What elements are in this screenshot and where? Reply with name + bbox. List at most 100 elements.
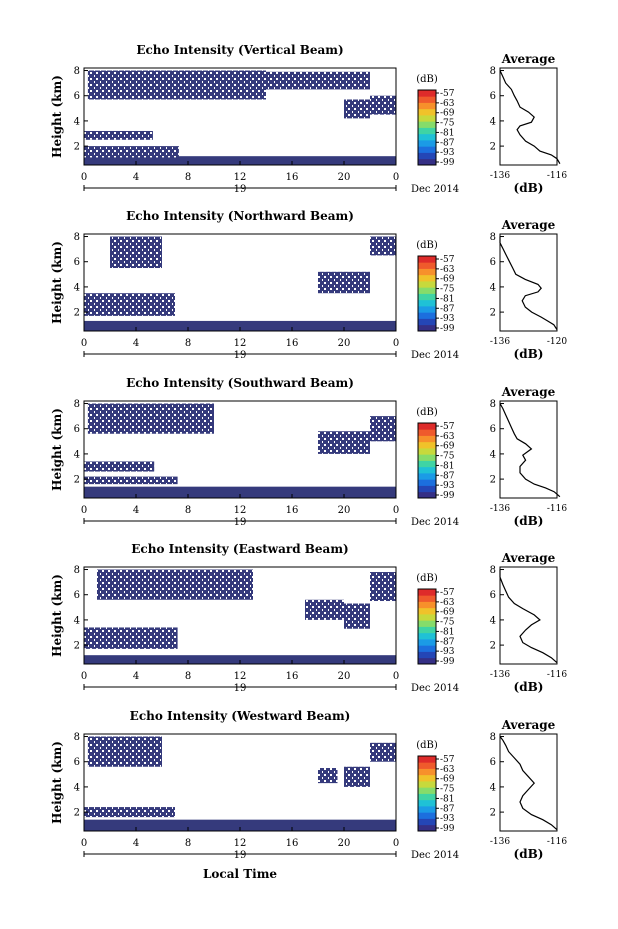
average-title: Average	[501, 52, 556, 66]
colorbar-unit: (dB)	[416, 407, 438, 418]
colorbar-tick-label: -99	[440, 324, 455, 334]
colorbar-tick-label: -87	[440, 804, 455, 814]
colorbar-swatch	[418, 152, 436, 160]
echo-region-texture	[84, 293, 175, 316]
average-x-tick-label: -136	[490, 837, 510, 847]
colorbar-swatch	[418, 645, 436, 652]
colorbar-tick-label: -57	[440, 588, 455, 598]
y-tick-label: 8	[74, 66, 80, 77]
colorbar-tick-label: -69	[440, 608, 455, 618]
y-tick-label: 6	[74, 424, 80, 435]
x-tick-label: 8	[185, 172, 191, 183]
colorbar-swatch	[418, 818, 436, 826]
colorbar-swatch	[418, 774, 436, 782]
colorbar-swatch	[418, 781, 436, 788]
colorbar-swatch	[418, 485, 436, 493]
colorbar-swatch	[418, 479, 436, 486]
x-axis-label: Local Time	[203, 867, 277, 881]
x-tick-label: 16	[286, 671, 299, 682]
colorbar-swatch	[418, 293, 436, 301]
x-tick-label: 12	[234, 505, 247, 516]
colorbar-tick-label: -87	[440, 304, 455, 314]
y-tick-label: 8	[74, 232, 80, 243]
colorbar-tick-label: -63	[440, 265, 455, 275]
average-x-tick-label: -136	[490, 171, 510, 181]
colorbar-swatch	[418, 324, 436, 332]
beam-panel-4: Echo Intensity (Westward Beam) 2 4 6 8 Height…	[50, 709, 567, 861]
average-y-tick-label: 4	[490, 282, 496, 293]
colorbar-tick-label: -81	[440, 128, 455, 138]
average-frame	[499, 67, 558, 166]
x-tick-label: 4	[133, 172, 139, 183]
colorbar-tick-label: -81	[440, 461, 455, 471]
x-tick-label: 20	[338, 838, 351, 849]
date-label: 19	[234, 850, 247, 861]
y-tick-label: 4	[74, 782, 80, 793]
average-x-tick-label: -120	[547, 337, 567, 347]
average-y-tick-label: 2	[490, 641, 496, 652]
colorbar-swatch	[418, 473, 436, 480]
y-tick-label: 2	[74, 808, 80, 819]
colorbar-swatch	[418, 607, 436, 615]
echo-region	[84, 486, 396, 498]
beam-panel-0: Echo Intensity (Vertical Beam) 2 4 6 8 Height…	[50, 43, 567, 195]
echo-region-texture	[97, 569, 253, 600]
y-tick-label: 2	[74, 641, 80, 652]
colorbar-tick-label: -99	[440, 657, 455, 667]
x-tick-label: 20	[338, 338, 351, 349]
colorbar-tick-label: -69	[440, 775, 455, 785]
average-y-tick-label: 2	[490, 808, 496, 819]
colorbar-tick-label: -99	[440, 491, 455, 501]
average-y-tick-label: 8	[490, 565, 496, 576]
average-y-tick-label: 6	[490, 757, 496, 768]
panel-title: Echo Intensity (Northward Beam)	[126, 209, 354, 223]
echo-region	[84, 655, 396, 664]
average-profile-line	[499, 403, 561, 498]
x-tick-label: 16	[286, 838, 299, 849]
colorbar-swatch	[418, 632, 436, 640]
colorbar-unit: (dB)	[416, 240, 438, 251]
average-x-tick-label: -136	[490, 337, 510, 347]
x-tick-label: 16	[286, 338, 299, 349]
y-tick-label: 8	[74, 565, 80, 576]
colorbar-swatch	[418, 812, 436, 819]
echo-region-texture	[370, 236, 396, 256]
colorbar-swatch	[418, 423, 436, 430]
colorbar-swatch	[418, 140, 436, 147]
colorbar-tick-label: -57	[440, 89, 455, 99]
colorbar-unit: (dB)	[416, 740, 438, 751]
date-label: 19	[234, 683, 247, 694]
y-axis-label: Height (km)	[50, 574, 64, 657]
colorbar-swatch	[418, 651, 436, 659]
colorbar-tick-label: -99	[440, 158, 455, 168]
x-tick-label: 4	[133, 338, 139, 349]
y-axis-label: Height (km)	[50, 241, 64, 324]
average-x-tick-label: -136	[490, 504, 510, 514]
date-suffix: Dec 2014	[411, 683, 459, 694]
colorbar-swatch	[418, 589, 436, 596]
y-tick-label: 2	[74, 308, 80, 319]
colorbar-tick-label: -93	[440, 314, 455, 324]
colorbar-tick-label: -87	[440, 138, 455, 148]
average-y-tick-label: 6	[490, 424, 496, 435]
y-tick-label: 6	[74, 590, 80, 601]
echo-region-texture	[87, 70, 267, 100]
colorbar-tick-label: -93	[440, 814, 455, 824]
average-y-tick-label: 4	[490, 615, 496, 626]
colorbar-tick-label: -63	[440, 99, 455, 109]
average-x-tick-label: -136	[490, 670, 510, 680]
echo-region-texture	[344, 766, 370, 787]
colorbar-swatch	[418, 299, 436, 307]
echo-region	[84, 320, 396, 331]
average-x-label: (dB)	[514, 181, 544, 195]
colorbar-swatch	[418, 466, 436, 474]
colorbar-tick-label: -57	[440, 755, 455, 765]
colorbar-tick-label: -75	[440, 785, 455, 795]
x-tick-label: 4	[133, 838, 139, 849]
colorbar-frame	[417, 255, 437, 332]
average-y-tick-label: 8	[490, 399, 496, 410]
colorbar-swatch	[418, 595, 436, 602]
y-axis-label: Height (km)	[50, 75, 64, 158]
average-y-tick-label: 2	[490, 142, 496, 153]
